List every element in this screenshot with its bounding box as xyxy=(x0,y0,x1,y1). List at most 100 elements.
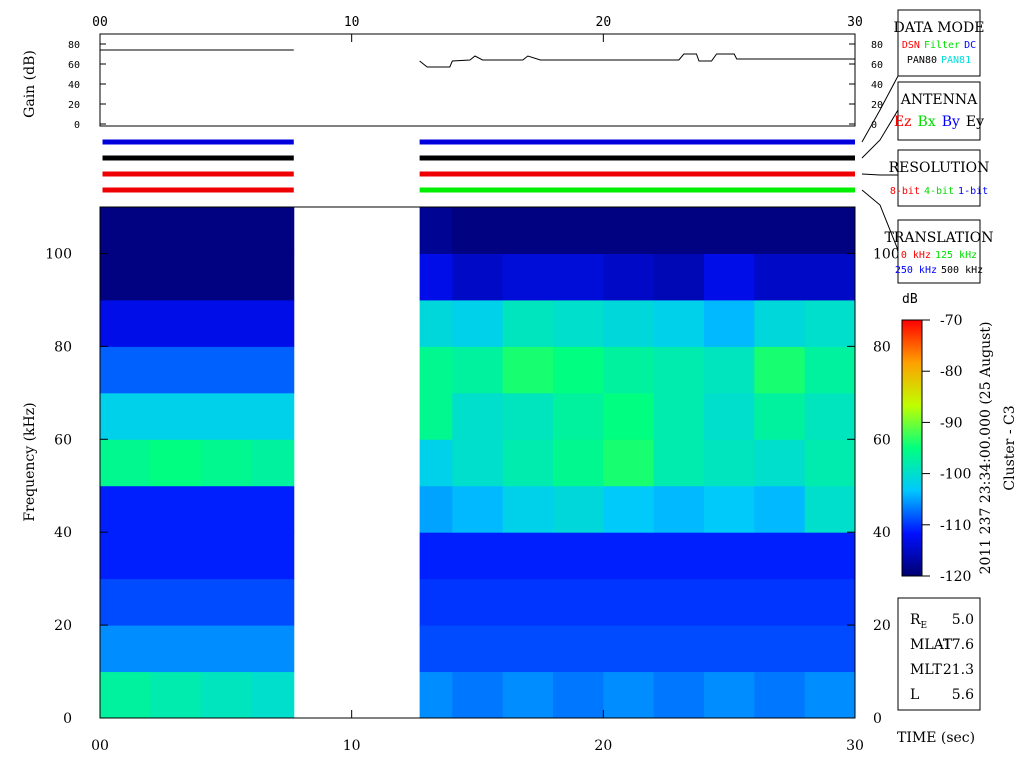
spectrogram-cell xyxy=(653,485,705,533)
legend-entry: 250 kHz xyxy=(895,265,937,276)
spectrogram-cell xyxy=(804,439,856,487)
spectrogram-cell xyxy=(804,392,856,440)
spectrogram-cell xyxy=(200,625,252,673)
legend-row: 8-bit 4-bit 1-bit xyxy=(890,186,988,197)
spectrogram-cell xyxy=(804,485,856,533)
info-label-text: L xyxy=(910,687,919,703)
spectrogram-cell xyxy=(452,207,504,254)
y-tick-label: 20 xyxy=(54,618,72,634)
x-tick-label: 00 xyxy=(92,15,108,30)
spectrogram-cell xyxy=(251,485,295,533)
spectrogram-cell xyxy=(553,671,604,719)
spectrogram-cell xyxy=(502,532,554,580)
info-label: RE xyxy=(910,612,927,631)
spectrogram-cell xyxy=(804,253,856,301)
spectrogram-cell xyxy=(100,253,151,301)
spectrogram-cell xyxy=(704,439,755,487)
spectrogram-cell xyxy=(419,439,453,487)
spectrogram-cell xyxy=(200,299,252,347)
spectrogram-cell xyxy=(251,392,295,440)
spectrogram-cell xyxy=(804,671,856,719)
spectrogram-cell xyxy=(603,207,655,254)
legend-entry: 125 kHz xyxy=(935,250,977,261)
legend-title: TRANSLATION xyxy=(884,230,993,246)
spectrogram-cell xyxy=(419,392,453,440)
spectrogram-cell xyxy=(150,485,202,533)
legend-row: 0 kHz 125 kHz xyxy=(901,250,977,261)
spectrogram-cell xyxy=(804,346,856,394)
colorbar-tick-label: -90 xyxy=(940,415,963,431)
info-label-text: R xyxy=(910,612,921,628)
spectrogram-cell xyxy=(553,485,604,533)
spectrogram-cell xyxy=(502,346,554,394)
y-tick-label: 100 xyxy=(873,246,900,262)
spectrogram-cell xyxy=(200,578,252,626)
spectrogram-cell xyxy=(653,578,705,626)
spectrogram-cell xyxy=(251,439,295,487)
spectrogram-cell xyxy=(553,625,604,673)
x-tick-label: 30 xyxy=(847,15,863,30)
info-label-text: MLAT xyxy=(910,637,953,653)
spectrogram-cell xyxy=(452,299,504,347)
y-tick-label: 20 xyxy=(873,618,891,634)
spectrogram-cell xyxy=(452,346,504,394)
info-label: MLT xyxy=(910,662,942,678)
spectrogram-cell xyxy=(419,207,453,254)
spectrogram-cell xyxy=(704,392,755,440)
spectrogram-cell xyxy=(704,253,755,301)
spectrogram-cell xyxy=(100,392,151,440)
y-tick-label: 0 xyxy=(871,120,877,131)
spectrogram-cell xyxy=(251,532,295,580)
legend-row: DSN Filter DC xyxy=(902,40,976,51)
info-value: 5.0 xyxy=(952,612,974,628)
legend-entry: DC xyxy=(964,40,976,51)
y-tick-label: 60 xyxy=(871,60,883,71)
info-label-text: MLT xyxy=(910,662,942,678)
spectrogram-cell xyxy=(200,253,252,301)
legend-row: Ez Bx By Ey xyxy=(894,114,984,130)
spectrogram-cell xyxy=(150,532,202,580)
freq-axis-label: Frequency (kHz) xyxy=(22,402,38,521)
legend-row: PAN80 PAN81 xyxy=(907,55,971,66)
spectrogram-cell xyxy=(603,392,655,440)
spectrogram-cell xyxy=(754,392,806,440)
spectrogram-cell xyxy=(502,578,554,626)
spectrogram-cell xyxy=(704,625,755,673)
y-tick-label: 0 xyxy=(63,711,72,727)
legend-entry: 8-bit xyxy=(890,186,920,197)
spectrogram-cell xyxy=(502,299,554,347)
spectrogram-cell xyxy=(251,207,295,254)
y-tick-label: 40 xyxy=(873,525,891,541)
spectrogram-cell xyxy=(653,625,705,673)
spectrogram-cell xyxy=(553,439,604,487)
spectrogram-cell xyxy=(200,532,252,580)
spectrogram-cell xyxy=(452,671,504,719)
colorbar-tick-label: -110 xyxy=(940,518,971,534)
spectrogram-cell xyxy=(419,346,453,394)
colorbar xyxy=(901,319,923,577)
x-tick-label: 00 xyxy=(91,738,109,754)
spectrogram-cell xyxy=(603,532,655,580)
spectrogram-cell xyxy=(452,485,504,533)
spectrogram-cell xyxy=(553,346,604,394)
spectrogram-cell xyxy=(502,392,554,440)
legend-entry: 500 kHz xyxy=(941,265,983,276)
spectrogram-cell xyxy=(200,671,252,719)
spectrogram-cell xyxy=(603,346,655,394)
y-tick-label: 40 xyxy=(54,525,72,541)
colorbar-tick-label: -100 xyxy=(940,467,971,483)
legend-title: RESOLUTION xyxy=(889,160,990,176)
spectrogram-cell xyxy=(419,485,453,533)
spectrogram-cell xyxy=(251,625,295,673)
spectrogram-cell xyxy=(150,253,202,301)
legend-box xyxy=(897,149,981,207)
y-tick-label: 100 xyxy=(45,246,72,262)
spectrogram-cell xyxy=(603,299,655,347)
spectrogram-cell xyxy=(553,299,604,347)
spectrogram-cell xyxy=(754,578,806,626)
spectrogram-cell xyxy=(502,207,554,254)
spectrogram-cell xyxy=(804,532,856,580)
spectrogram-cell xyxy=(653,671,705,719)
colorbar-tick-label: -120 xyxy=(940,569,971,585)
